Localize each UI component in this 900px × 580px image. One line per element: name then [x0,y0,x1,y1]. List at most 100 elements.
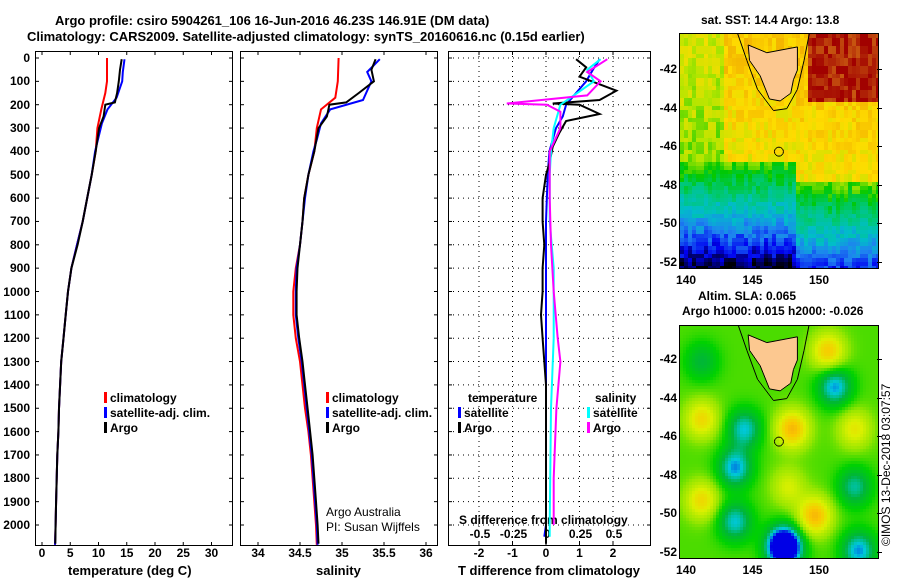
timestamp: ©IMOS 13-Dec-2018 03:07:57 [879,383,893,546]
lat-tick [877,397,882,399]
lon-tick-label: 150 [809,273,830,287]
x-tick-label: 34 [251,546,265,560]
x-tick-label: 10 [91,546,106,560]
lat-tick-label: -44 [659,390,677,405]
salinity-panel [240,51,438,546]
series-temperature-satellite-adj-clim- [54,59,126,545]
blue-swatch-icon [104,407,107,418]
difference-panel [448,51,651,546]
depth-tick-label: 0 [23,51,30,65]
legend-label: satellite [593,406,638,420]
x-tick-label: 5 [66,546,74,560]
lat-tick-label: -52 [659,254,677,269]
black-swatch-icon [458,422,461,433]
x-tick-label: 20 [148,546,162,560]
lon-tick-label: 140 [676,563,697,577]
series-salinity-argo [295,58,377,544]
legend-satellite: satellite-adj. clim. [104,406,210,421]
x-tick-label: 36 [419,546,433,560]
depth-tick-label: 1100 [3,307,30,322]
depth-tick-label: 600 [9,191,30,206]
lat-tick [877,358,882,360]
salinity-legend: climatology satellite-adj. clim. Argo [326,391,432,436]
x-tick-label: 1 [576,546,583,560]
lat-tick-label: -46 [659,139,677,154]
series-differences-salinity-satellite [548,58,602,537]
depth-tick-label: 1600 [3,424,30,439]
sst-map-image [679,33,879,269]
depth-tick-label: 1200 [3,331,30,346]
legend-title: salinity [595,391,637,405]
x-tick-label: 34.5 [288,546,312,560]
black-swatch-icon [326,422,329,433]
legend-label: Argo [110,421,138,435]
depth-tick-label: 1300 [3,354,30,369]
lat-tick [877,513,882,515]
legend-satellite: satellite [587,406,638,421]
lat-tick-label: -44 [659,100,677,115]
x-tick-label: 25 [176,546,190,560]
depth-tick-label: 100 [9,74,30,89]
lat-tick [877,223,882,225]
lat-tick-label: -50 [659,506,677,521]
legend-label: satellite-adj. clim. [110,406,211,420]
legend-label: Argo [464,421,492,435]
depth-tick-label: 800 [9,237,30,252]
x-tick-label: 15 [120,546,134,560]
title-line-2: Climatology: CARS2009. Satellite-adjuste… [27,29,585,44]
depth-tick-label: 1900 [3,494,30,509]
lat-tick [877,436,882,438]
lat-tick [877,184,882,186]
credit-line-1: Argo Australia [326,505,401,519]
lat-tick-label: -50 [659,216,677,231]
credit-line-2: PI: Susan Wijffels [326,520,420,534]
lon-tick-label: 145 [742,273,763,287]
depth-tick-label: 1800 [3,471,30,486]
lon-tick-label: 145 [742,563,763,577]
depth-tick-label: 300 [9,121,30,136]
x-tick-label: 0 [38,546,46,560]
lat-tick-label: -52 [659,544,677,559]
lon-tick-label: 140 [676,273,697,287]
s-diff-tick-label: -0.25 [499,527,528,541]
legend-label: Argo [593,421,621,435]
depth-tick-label: 1500 [3,401,30,416]
blue-swatch-icon [326,407,329,418]
blue-swatch-icon [458,407,461,418]
x-tick-label: 35 [335,546,349,560]
cyan-swatch-icon [587,407,590,418]
black-swatch-icon [104,422,107,433]
x-tick-label: 2 [609,546,617,560]
lat-tick-label: -48 [659,467,677,482]
red-swatch-icon [104,392,107,403]
s-diff-tick-label: 0.25 [568,527,593,541]
lat-tick [877,69,882,71]
lat-tick-label: -48 [659,177,677,192]
temperature-panel [35,51,233,546]
series-differences-temperature-argo [539,58,619,544]
legend-argo: Argo [587,421,638,436]
lat-tick [877,107,882,109]
sla-map-image [679,325,879,559]
magenta-swatch-icon [587,422,590,433]
lat-tick [877,551,882,553]
sst-map-title: sat. SST: 14.4 Argo: 13.8 [701,13,840,27]
series-salinity-satellite-adj-clim- [294,58,381,545]
lat-tick [877,261,882,263]
series-salinity-climatology [292,57,340,545]
legend-argo: Argo [326,421,432,436]
legend-label: climatology [332,391,399,405]
sla-map-title-2: Argo h1000: 0.015 h2000: -0.026 [682,304,864,318]
depth-tick-label: 900 [9,261,30,276]
depth-tick-label: 2000 [3,518,30,532]
legend-label: climatology [110,391,177,405]
s-difference-label: S difference from climatology [459,513,628,527]
x-tick-label: -1 [507,546,518,560]
depth-tick-label: 1400 [3,377,30,392]
legend-label: satellite-adj. clim. [332,406,433,420]
lon-tick-label: 150 [809,563,830,577]
x-tick-label: 35.5 [372,546,396,560]
s-diff-tick-label: 0.5 [605,527,623,541]
depth-tick-label: 1700 [3,447,30,462]
